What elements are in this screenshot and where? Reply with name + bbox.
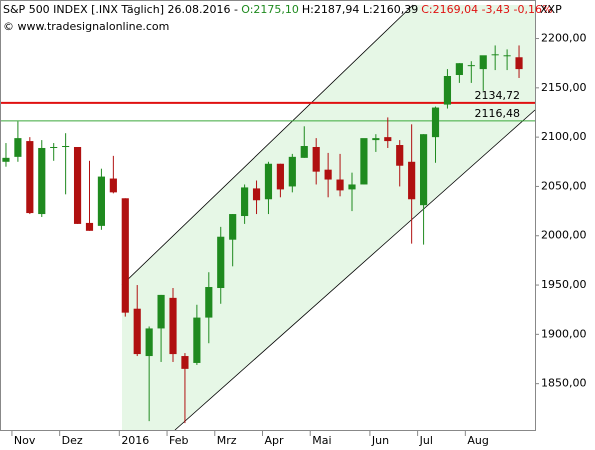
- candle-body: [479, 55, 487, 70]
- level-label: 2116,48: [475, 107, 521, 120]
- x-tick-label: Jun: [371, 434, 389, 447]
- candle-body: [241, 187, 249, 217]
- plot-frame: [0, 0, 536, 431]
- y-tick-label: 1900,00: [541, 327, 587, 340]
- x-tick-label: Nov: [14, 434, 36, 447]
- open-label: O:2175,10: [241, 3, 299, 16]
- candle-body: [467, 65, 475, 67]
- x-tick-label: Feb: [169, 434, 188, 447]
- x-tick-label: Apr: [265, 434, 285, 447]
- candle-body: [62, 146, 70, 148]
- candle-body: [491, 54, 499, 56]
- candle-body: [384, 137, 392, 142]
- channel-lower: [174, 109, 536, 431]
- candle-body: [109, 178, 117, 193]
- close-label: C:2169,04 -3,43 -0,16%: [421, 3, 552, 16]
- candle-body: [443, 75, 452, 105]
- candle-body: [360, 138, 368, 185]
- candle-body: [408, 161, 416, 200]
- candle-body: [217, 236, 225, 289]
- y-tick-label: 2200,00: [541, 32, 587, 45]
- candle-body: [264, 163, 273, 200]
- x-tick-label: Jul: [419, 434, 433, 447]
- title: S&P 500 INDEX [.INX Täglich] 26.08.2016 …: [3, 3, 238, 16]
- candle-body: [420, 134, 428, 206]
- header: S&P 500 INDEX [.INX Täglich] 26.08.2016 …: [3, 3, 552, 16]
- candle-body: [85, 222, 94, 231]
- x-tick-label: 2016: [121, 434, 149, 447]
- candle-body: [455, 63, 463, 76]
- candle-body: [2, 157, 10, 162]
- candle-body: [26, 141, 34, 214]
- candle-body: [229, 214, 237, 240]
- candle-body: [431, 107, 440, 138]
- candle-body: [396, 145, 404, 166]
- y-tick-label: 2150,00: [541, 81, 587, 94]
- candle-body: [336, 179, 344, 191]
- y-tick-label: 1950,00: [541, 278, 587, 291]
- y-tick-label: 2100,00: [541, 130, 587, 143]
- candle-body: [14, 138, 22, 157]
- candle-body: [38, 147, 46, 215]
- candle-body: [503, 55, 511, 57]
- candle-body: [312, 146, 320, 172]
- candle-body: [73, 146, 82, 224]
- level-label: 2134,72: [475, 89, 521, 102]
- candle-body: [193, 317, 201, 363]
- channel-upper: [121, 4, 414, 286]
- candle-body: [252, 188, 261, 201]
- high-low-label: H:2187,94 L:2160,39: [302, 3, 418, 16]
- candle-body: [288, 156, 296, 187]
- x-tick-label: Aug: [467, 434, 488, 447]
- y-tick-label: 2050,00: [541, 179, 587, 192]
- candle-body: [276, 163, 284, 190]
- channel-fill: [122, 5, 535, 430]
- candle-body: [372, 138, 380, 141]
- candle-body: [324, 169, 332, 180]
- candle-body: [205, 287, 213, 318]
- source: © www.tradesignalonline.com: [3, 20, 169, 33]
- candle-body: [121, 198, 129, 313]
- x-tick-label: Dez: [62, 434, 83, 447]
- candle-body: [157, 294, 165, 329]
- axis-label: XXP: [540, 3, 562, 16]
- candle-body: [181, 356, 189, 369]
- y-tick-label: 2000,00: [541, 229, 587, 242]
- candle-body: [515, 57, 523, 70]
- plot: 2134,72 2116,48: [0, 45, 535, 424]
- candle-body: [169, 297, 177, 355]
- x-tick-label: Mai: [312, 434, 331, 447]
- y-tick-label: 1850,00: [541, 377, 587, 390]
- x-tick-label: Mrz: [217, 434, 237, 447]
- candle-body: [50, 146, 58, 148]
- candle-body: [133, 308, 141, 355]
- candle-body: [145, 328, 153, 357]
- candle-body: [300, 146, 308, 158]
- candle-body: [348, 184, 356, 190]
- candle-body: [97, 176, 105, 226]
